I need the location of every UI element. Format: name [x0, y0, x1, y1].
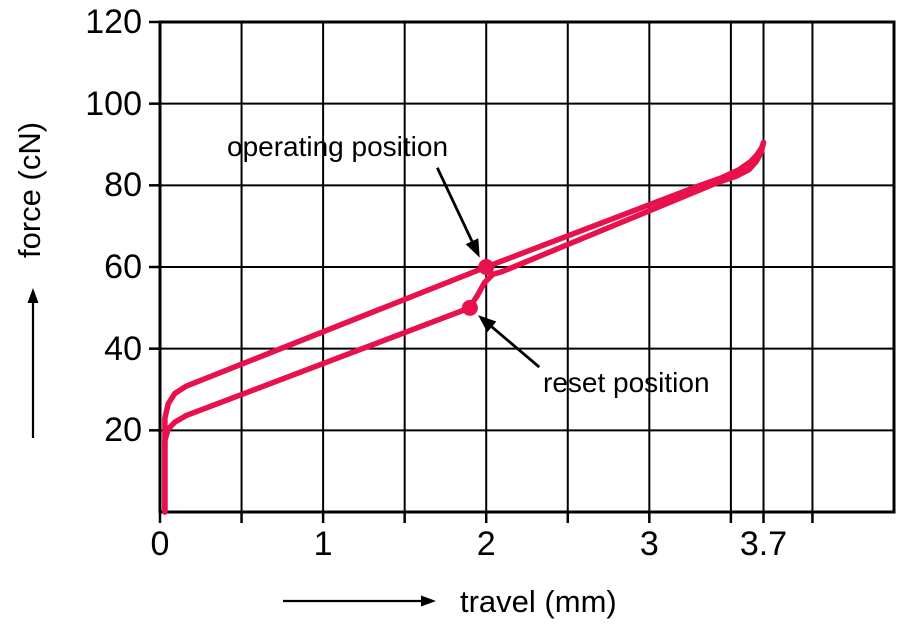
x-tick-label: 3.7 — [739, 525, 788, 563]
reset-position-arrow — [478, 315, 541, 369]
x-tick-label: 0 — [150, 525, 170, 563]
curve-upstroke — [162, 139, 767, 515]
y-tick-label: 80 — [104, 166, 142, 205]
operating-position-marker — [478, 259, 495, 275]
y-tick-label: 120 — [85, 3, 142, 41]
x-tick-label: 1 — [313, 525, 333, 563]
x-tick-label: 2 — [476, 525, 496, 563]
x-tick-label: 3 — [639, 525, 659, 563]
y-tick-label: 100 — [85, 84, 142, 123]
x-axis-label: travel (mm) — [460, 584, 617, 619]
annotation-operating-position: operating position — [227, 131, 449, 162]
force-axis-arrow — [27, 288, 39, 438]
annotation-reset-position: reset position — [543, 367, 710, 398]
travel-axis-arrow — [283, 595, 436, 607]
plot-border — [158, 20, 896, 514]
y-tick-label: 40 — [104, 329, 142, 368]
reset-position-marker — [461, 299, 478, 316]
operating-position-arrow — [436, 167, 480, 258]
axis-ticks — [149, 20, 814, 523]
y-tick-label: 60 — [104, 248, 142, 286]
grid-lines — [160, 22, 894, 512]
y-tick-label: 20 — [104, 411, 142, 450]
